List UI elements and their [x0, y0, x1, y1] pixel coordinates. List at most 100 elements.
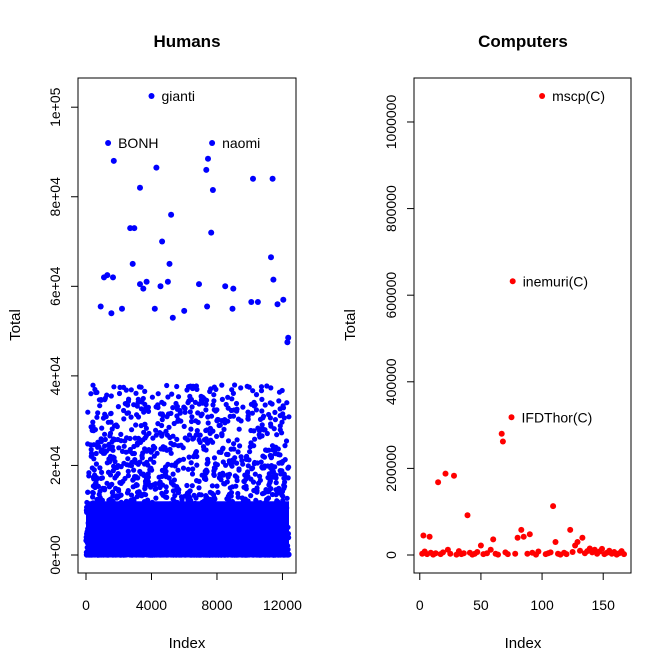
data-point	[202, 437, 208, 443]
data-point	[275, 451, 281, 458]
data-point	[213, 386, 219, 392]
data-point	[185, 384, 192, 390]
data-point	[124, 400, 130, 407]
data-point	[194, 462, 200, 468]
data-point	[204, 303, 211, 310]
computers-annotations: mscp(C) inemuri(C) IFDThor(C)	[508, 88, 605, 425]
data-point	[121, 416, 127, 422]
data-point	[266, 447, 272, 453]
data-point	[109, 481, 115, 487]
data-point	[118, 464, 124, 470]
data-point	[142, 388, 148, 394]
data-point	[138, 471, 144, 477]
data-point	[262, 463, 268, 469]
data-point	[102, 443, 108, 449]
data-point	[163, 468, 169, 474]
data-point	[220, 470, 226, 476]
data-point	[143, 425, 149, 431]
x-tick-label: 12000	[263, 597, 302, 613]
data-point	[214, 433, 220, 439]
data-point	[274, 432, 280, 438]
data-point	[285, 334, 292, 341]
data-point	[230, 390, 236, 396]
data-point	[107, 496, 113, 502]
data-point	[267, 452, 273, 459]
data-point	[110, 157, 117, 164]
y-tick-label: 200000	[383, 445, 399, 492]
data-point	[94, 475, 100, 481]
data-point	[420, 532, 427, 539]
data-point	[148, 465, 154, 471]
data-point	[139, 455, 145, 461]
data-point	[153, 164, 160, 171]
data-point	[124, 410, 130, 416]
data-point	[426, 533, 433, 540]
data-point	[178, 418, 184, 424]
data-point	[435, 479, 442, 486]
data-point	[98, 448, 104, 454]
data-point	[93, 450, 99, 457]
data-point	[164, 382, 170, 389]
data-point	[196, 432, 202, 438]
data-point	[284, 495, 290, 501]
data-point	[262, 427, 268, 433]
data-point	[240, 404, 246, 410]
data-point	[245, 413, 251, 419]
data-point	[239, 457, 245, 464]
data-point	[129, 459, 135, 465]
data-point	[220, 445, 226, 451]
data-point	[107, 430, 114, 436]
data-point	[154, 450, 160, 456]
data-point	[188, 418, 195, 425]
data-point	[90, 494, 96, 500]
data-point	[93, 480, 99, 486]
data-point	[238, 385, 244, 391]
data-point	[189, 483, 195, 489]
data-point	[211, 398, 217, 404]
x-tick-label: 0	[416, 597, 424, 613]
data-point	[171, 477, 177, 483]
data-point	[109, 490, 115, 496]
data-point	[169, 314, 176, 321]
data-point	[118, 431, 124, 437]
data-point	[270, 276, 277, 283]
data-point	[175, 467, 181, 473]
data-point	[88, 391, 94, 397]
data-point	[125, 488, 131, 494]
data-point	[193, 495, 199, 501]
data-point	[550, 503, 557, 510]
computers-points	[419, 430, 627, 558]
data-point	[261, 454, 268, 460]
data-point	[222, 283, 229, 290]
data-point	[185, 437, 191, 443]
data-point	[196, 492, 202, 498]
data-point	[270, 469, 276, 475]
data-point	[163, 489, 169, 495]
data-point	[272, 464, 278, 470]
data-point	[117, 384, 123, 390]
data-point	[170, 442, 176, 448]
data-point	[190, 383, 196, 389]
data-point	[221, 426, 227, 432]
data-point	[259, 408, 265, 414]
data-point	[281, 415, 287, 421]
data-point	[143, 278, 150, 285]
data-point	[145, 404, 151, 410]
data-point	[177, 457, 183, 463]
data-point	[196, 478, 202, 484]
data-point	[88, 450, 95, 456]
data-point	[245, 473, 251, 479]
data-point	[504, 551, 511, 558]
data-point	[204, 397, 210, 403]
data-point	[163, 484, 169, 490]
data-point	[121, 384, 127, 390]
data-point	[108, 419, 114, 425]
data-point	[166, 260, 173, 267]
data-point	[514, 534, 521, 541]
data-point	[520, 533, 527, 540]
data-point	[115, 487, 122, 493]
data-point	[286, 464, 292, 470]
data-point	[126, 448, 133, 454]
data-point	[85, 489, 91, 495]
data-point	[108, 393, 114, 399]
